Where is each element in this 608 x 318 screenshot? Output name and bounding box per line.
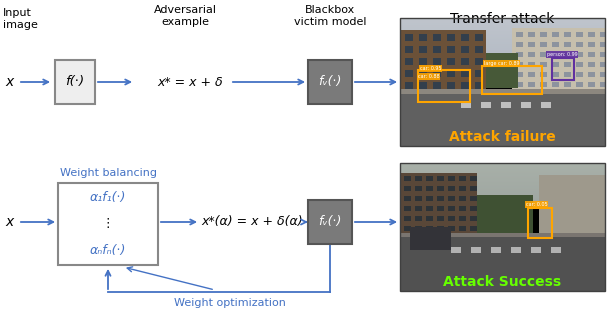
Bar	[58, 183, 158, 265]
Text: car: 0.88: car: 0.88	[418, 74, 440, 79]
Text: x*(α) = x + δ(α): x*(α) = x + δ(α)	[201, 216, 303, 229]
Text: f(⋅): f(⋅)	[66, 75, 85, 88]
Text: Weight balancing: Weight balancing	[60, 168, 156, 178]
Text: person: 0.99: person: 0.99	[547, 52, 578, 57]
Text: fᵥ(⋅): fᵥ(⋅)	[319, 216, 342, 229]
Bar	[482, 66, 542, 94]
Bar	[400, 18, 605, 146]
Text: Attack Success: Attack Success	[443, 275, 562, 289]
Text: car: 0.05: car: 0.05	[526, 202, 548, 207]
Text: Adversarial
example: Adversarial example	[153, 5, 216, 27]
Text: x: x	[5, 75, 13, 89]
Text: Transfer attack: Transfer attack	[451, 12, 554, 26]
Text: α₁f₁(⋅): α₁f₁(⋅)	[90, 191, 126, 204]
Bar	[55, 60, 95, 104]
Bar	[528, 208, 552, 238]
Bar	[308, 60, 352, 104]
Text: Weight optimization: Weight optimization	[174, 298, 286, 308]
Text: Attack failure: Attack failure	[449, 130, 556, 144]
Bar	[308, 200, 352, 244]
Text: Input
image: Input image	[3, 8, 38, 30]
Text: Blackbox
victim model: Blackbox victim model	[294, 5, 366, 27]
Bar	[400, 163, 605, 291]
Text: fᵥ(⋅): fᵥ(⋅)	[319, 75, 342, 88]
Bar	[552, 58, 574, 80]
Bar	[418, 70, 470, 102]
Text: αₙfₙ(⋅): αₙfₙ(⋅)	[90, 244, 126, 257]
Text: x: x	[5, 215, 13, 229]
Text: car: 0.95: car: 0.95	[420, 66, 441, 71]
Text: ⋮: ⋮	[102, 218, 114, 231]
Text: large car: 0.89: large car: 0.89	[484, 61, 519, 66]
Text: x* = x + δ: x* = x + δ	[157, 75, 223, 88]
